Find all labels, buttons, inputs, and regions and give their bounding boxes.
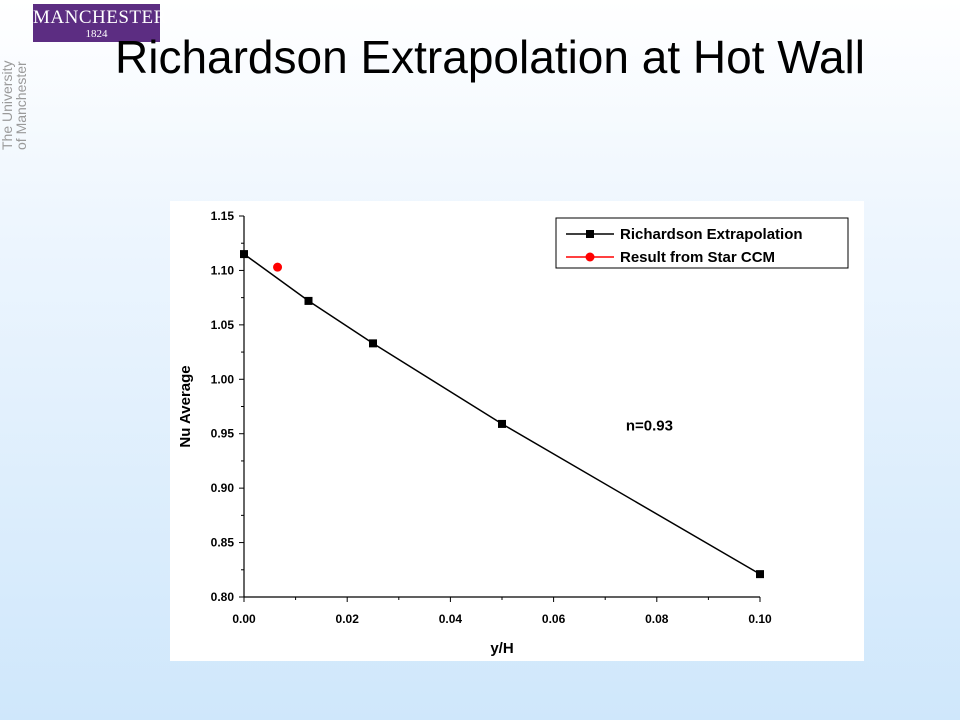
x-tick-label: 0.02: [336, 612, 360, 626]
data-point-square: [304, 296, 313, 305]
data-point-square: [756, 570, 764, 579]
y-tick-label: 1.05: [211, 318, 235, 332]
slide-title: Richardson Extrapolation at Hot Wall: [115, 31, 865, 83]
y-tick-label: 0.95: [211, 427, 235, 441]
y-tick-label: 0.80: [211, 590, 235, 604]
university-logo: MANCHESTER 1824: [33, 4, 167, 42]
logo-year: 1824: [85, 28, 108, 40]
logo-line-2: of Manchester: [13, 61, 29, 150]
x-tick-label: 0.00: [232, 612, 256, 626]
y-tick-label: 1.10: [211, 263, 235, 277]
y-tick-label: 0.90: [211, 481, 235, 495]
legend-box: [555, 217, 849, 269]
y-tick-label: 0.85: [211, 536, 235, 550]
logo-line-1: The University: [0, 60, 15, 150]
x-tick-label: 0.04: [439, 612, 463, 626]
y-tick-label: 1.15: [211, 209, 235, 223]
data-point-square: [369, 339, 377, 348]
data-point-circle: [273, 262, 283, 272]
chart-annotation: n=0.93: [626, 417, 673, 434]
logo-name: MANCHESTER: [33, 7, 167, 28]
x-tick-label: 0.08: [645, 612, 669, 626]
legend-label: Result from Star CCM: [620, 249, 775, 266]
logo-university-text: The University of Manchester: [0, 0, 30, 150]
y-tick-label: 1.00: [211, 372, 235, 386]
x-tick-label: 0.06: [542, 612, 566, 626]
legend-marker-square: [586, 230, 594, 238]
x-tick-label: 0.10: [748, 612, 772, 626]
legend-marker-circle: [585, 252, 595, 262]
x-axis-title: y/H: [490, 640, 513, 657]
chart-panel: 0.80 0.85 0.90 0.95 1.00 1.05 1.10 1.15 0.00 0.02…: [170, 201, 864, 661]
data-point-square: [240, 250, 248, 259]
series-line-1: [243, 253, 761, 575]
y-axis-title: Nu Average: [177, 365, 194, 447]
chart: 0.80 0.85 0.90 0.95 1.00 1.05 1.10 1.15 0.00 0.02…: [177, 209, 849, 657]
data-point-square: [498, 419, 506, 428]
legend-label: Richardson Extrapolation: [620, 226, 803, 243]
